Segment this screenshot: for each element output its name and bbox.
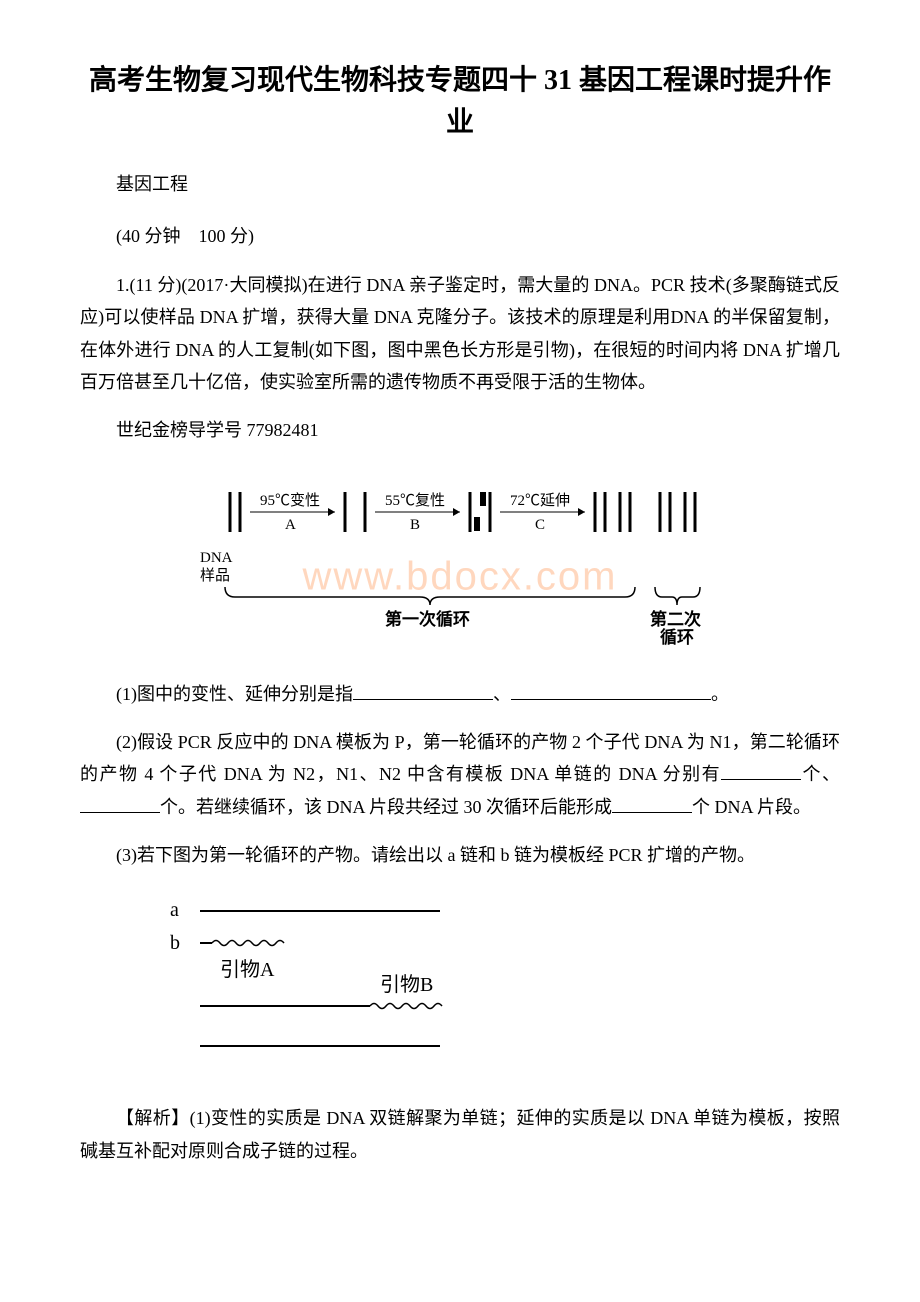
step-c-label: 72℃延伸 <box>510 492 570 509</box>
pcr-flow-diagram: 95℃变性 A 55℃复性 B 72℃延伸 C <box>180 467 740 647</box>
strand-b-label: b <box>170 932 180 954</box>
step-a-sub: A <box>285 517 296 533</box>
subq2-c: 个。若继续循环，该 DNA 片段共经过 30 次循环后能形成 <box>160 797 612 817</box>
primer-b-label: 引物B <box>380 973 433 996</box>
step-a-label: 95℃变性 <box>260 492 320 509</box>
cycle2-label-2: 循环 <box>660 627 694 647</box>
sample-label-1: DNA <box>200 550 233 566</box>
step-b-label: 55℃复性 <box>385 491 445 509</box>
blank-2b <box>80 791 160 813</box>
primer-template-diagram: a b 引物A 引物B <box>160 891 520 1071</box>
subq1-suffix: 。 <box>711 684 729 704</box>
study-number: 世纪金榜导学号 77982481 <box>80 414 840 446</box>
question-1-stem: 1.(11 分)(2017·大同模拟)在进行 DNA 亲子鉴定时，需大量的 DN… <box>80 269 840 399</box>
subquestion-1: (1)图中的变性、延伸分别是指 、 。 <box>80 678 840 710</box>
cycle1-label: 第一次循环 <box>385 609 470 629</box>
subquestion-3: (3)若下图为第一轮循环的产物。请绘出以 a 链和 b 链为模板经 PCR 扩增… <box>80 839 840 871</box>
subq2-d: 个 DNA 片段。 <box>692 797 811 817</box>
subq1-prefix: (1)图中的变性、延伸分别是指 <box>116 684 353 704</box>
blank-2a <box>721 759 801 781</box>
strand-a-label: a <box>170 899 179 921</box>
timing-info: (40 分钟 100 分) <box>80 220 840 252</box>
page-title: 高考生物复习现代生物科技专题四十 31 基因工程课时提升作业 <box>80 60 840 144</box>
blank-1a <box>353 678 493 700</box>
subq1-sep: 、 <box>493 684 511 704</box>
sample-label-2: 样品 <box>200 567 230 584</box>
primer-a-label: 引物A <box>220 958 275 981</box>
cycle2-label-1: 第二次 <box>650 609 701 629</box>
blank-2c <box>612 791 692 813</box>
subquestion-2: (2)假设 PCR 反应中的 DNA 模板为 P，第一轮循环的产物 2 个子代 … <box>80 726 840 823</box>
pcr-diagram-container: 95℃变性 A 55℃复性 B 72℃延伸 C <box>80 467 840 658</box>
section-label: 基因工程 <box>80 168 840 200</box>
answer-explanation: 【解析】(1)变性的实质是 DNA 双链解聚为单链；延伸的实质是以 DNA 单链… <box>80 1102 840 1167</box>
step-c-sub: C <box>535 517 545 533</box>
subq2-b: 个、 <box>801 764 840 784</box>
blank-1b <box>511 678 711 700</box>
primer-diagram-container: a b 引物A 引物B <box>160 891 840 1082</box>
step-b-sub: B <box>410 517 420 533</box>
